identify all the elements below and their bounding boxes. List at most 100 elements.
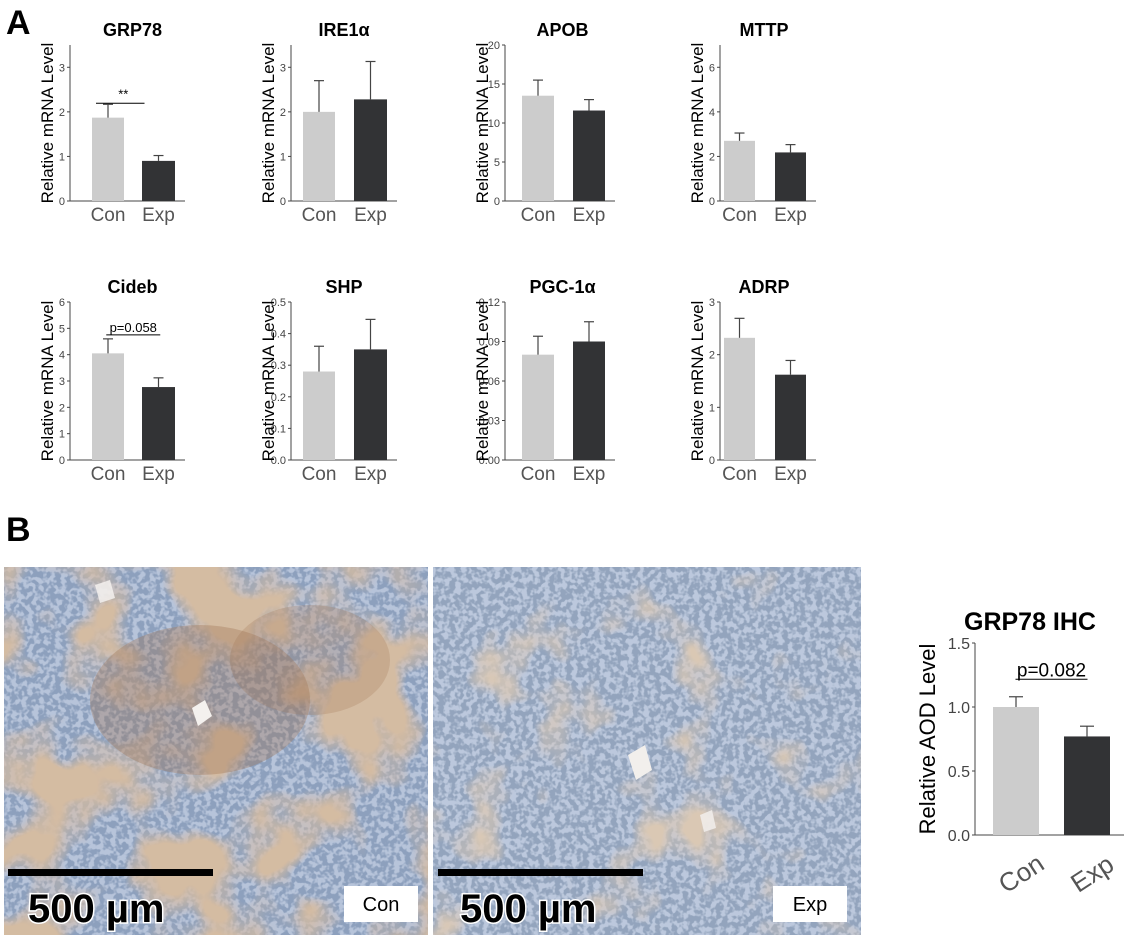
micrograph-con-label-box bbox=[344, 886, 418, 922]
y-tick-label: 2 bbox=[59, 107, 65, 119]
micrograph-exp-label-box bbox=[773, 886, 847, 922]
y-tick-label: 0.03 bbox=[479, 416, 500, 428]
micrograph-con-stain-region-2 bbox=[230, 605, 390, 715]
y-tick-label: 3 bbox=[709, 297, 715, 309]
micrograph-con-label: Con bbox=[363, 894, 400, 916]
chart-title: Cideb bbox=[107, 277, 157, 297]
chart-title: PGC-1α bbox=[529, 277, 595, 297]
significance-annotation: p=0.058 bbox=[110, 320, 157, 335]
y-tick-label: 0.0 bbox=[271, 455, 286, 467]
y-axis-title: Relative mRNA Level bbox=[38, 301, 57, 462]
category-label-con: Con bbox=[521, 464, 556, 485]
y-tick-label: 2 bbox=[59, 402, 65, 414]
category-label-exp: Exp bbox=[774, 464, 807, 485]
y-tick-label: 15 bbox=[488, 79, 500, 91]
category-label-con: Con bbox=[521, 205, 556, 226]
y-tick-label: 1 bbox=[280, 151, 286, 163]
y-axis-title: Relative mRNA Level bbox=[38, 43, 57, 204]
bar-con bbox=[724, 140, 755, 201]
y-tick-label: 10 bbox=[488, 118, 500, 130]
category-label-con: Con bbox=[91, 464, 126, 485]
micrograph-con-central-vein bbox=[192, 700, 212, 726]
y-tick-label: 0.1 bbox=[271, 423, 286, 435]
micrograph-exp: 500 µm Exp bbox=[433, 567, 861, 935]
bar-exp bbox=[573, 110, 605, 201]
bar-exp bbox=[573, 341, 605, 460]
y-tick-label: 0.06 bbox=[479, 376, 500, 388]
panel-b-label: B bbox=[6, 511, 31, 549]
y-tick-label: 0.5 bbox=[271, 297, 286, 309]
y-tick-label: 0.00 bbox=[479, 455, 500, 467]
chart-adrp: 0 1 2 3 Con Exp ADRP Relative mRNA Level bbox=[688, 277, 816, 485]
micrograph-exp-scale-bar bbox=[438, 869, 643, 876]
y-axis-title: Relative AOD Level bbox=[915, 644, 940, 835]
y-tick-label: 1 bbox=[59, 429, 65, 441]
chart-title: GRP78 bbox=[103, 20, 162, 40]
y-tick-label: 0.2 bbox=[271, 392, 286, 404]
y-tick-label: 1 bbox=[709, 402, 715, 414]
bar-con bbox=[303, 111, 335, 201]
category-label-con: Con bbox=[993, 848, 1049, 899]
micrograph-exp-label: Exp bbox=[793, 894, 827, 916]
y-tick-label: 0 bbox=[280, 196, 286, 208]
y-tick-label: 0.0 bbox=[948, 828, 970, 845]
chart-title: IRE1α bbox=[318, 20, 369, 40]
category-label-exp: Exp bbox=[354, 205, 387, 226]
chart-pgc-1: 0.00 0.03 0.06 0.09 0.12 Con Exp PGC-1α Relative… bbox=[473, 277, 615, 485]
y-tick-label: 3 bbox=[59, 62, 65, 74]
y-tick-label: 3 bbox=[280, 62, 286, 74]
y-axis-title: Relative mRNA Level bbox=[473, 301, 492, 462]
y-tick-label: 2 bbox=[709, 350, 715, 362]
bar-con bbox=[724, 337, 755, 460]
micrograph-exp-scale-text: 500 µm bbox=[460, 887, 596, 931]
chart-title: APOB bbox=[536, 20, 588, 40]
bar-con bbox=[303, 371, 335, 460]
micrograph-con-scale-text: 500 µm bbox=[28, 887, 164, 931]
y-tick-label: 2 bbox=[280, 107, 286, 119]
bar-con bbox=[993, 707, 1039, 835]
chart-grp78-ihc: 0.0 0.5 1.0 1.5 Con Exp GRP78 IHC Relative AOD … bbox=[915, 608, 1124, 899]
y-tick-label: 0.09 bbox=[479, 337, 500, 349]
y-tick-label: 2 bbox=[709, 151, 715, 163]
y-tick-label: 1.0 bbox=[948, 700, 970, 717]
chart-grp78: 0 1 2 3 Con Exp GRP78 Relative mRNA Level ** bbox=[38, 20, 185, 226]
y-axis-title: Relative mRNA Level bbox=[473, 43, 492, 204]
y-tick-label: 0 bbox=[709, 196, 715, 208]
y-tick-label: 20 bbox=[488, 40, 500, 52]
y-tick-label: 4 bbox=[59, 350, 65, 362]
chart-title: MTTP bbox=[740, 20, 789, 40]
y-axis-title: Relative mRNA Level bbox=[688, 43, 707, 204]
significance-annotation: ** bbox=[118, 86, 128, 101]
bar-con bbox=[522, 354, 554, 460]
category-label-exp: Exp bbox=[573, 464, 606, 485]
y-tick-label: 0 bbox=[59, 196, 65, 208]
category-label-exp: Exp bbox=[774, 205, 807, 226]
category-label-exp: Exp bbox=[142, 205, 175, 226]
category-label-exp: Exp bbox=[142, 464, 175, 485]
y-tick-label: 1.5 bbox=[948, 636, 970, 653]
bar-con bbox=[92, 353, 124, 460]
chart-title: ADRP bbox=[738, 277, 789, 297]
micrograph-exp-central-vein bbox=[628, 745, 652, 780]
y-tick-label: 0.4 bbox=[271, 329, 286, 341]
chart-title: SHP bbox=[325, 277, 362, 297]
chart-cideb: 0 1 2 3 4 5 6 Con Exp Cideb Relative mRNA Level p=0… bbox=[38, 277, 185, 485]
bar-exp bbox=[1064, 736, 1110, 835]
chart-apob: 0 5 10 15 20 Con Exp APOB Relative mRNA Level bbox=[473, 20, 615, 226]
y-tick-label: 1 bbox=[59, 151, 65, 163]
y-tick-label: 0.5 bbox=[948, 764, 970, 781]
y-axis-title: Relative mRNA Level bbox=[688, 301, 707, 462]
chart-title: GRP78 IHC bbox=[964, 608, 1096, 636]
y-tick-label: 4 bbox=[709, 107, 715, 119]
bar-con bbox=[92, 117, 124, 201]
bar-exp bbox=[775, 374, 806, 460]
micrograph-con-stain-region bbox=[90, 625, 310, 775]
significance-annotation: p=0.082 bbox=[1017, 660, 1086, 681]
y-tick-label: 6 bbox=[59, 297, 65, 309]
category-label-con: Con bbox=[722, 205, 757, 226]
y-tick-label: 6 bbox=[709, 62, 715, 74]
bar-exp bbox=[354, 349, 387, 460]
category-label-exp: Exp bbox=[1065, 849, 1119, 899]
micrograph-con-scale-bar bbox=[8, 869, 213, 876]
